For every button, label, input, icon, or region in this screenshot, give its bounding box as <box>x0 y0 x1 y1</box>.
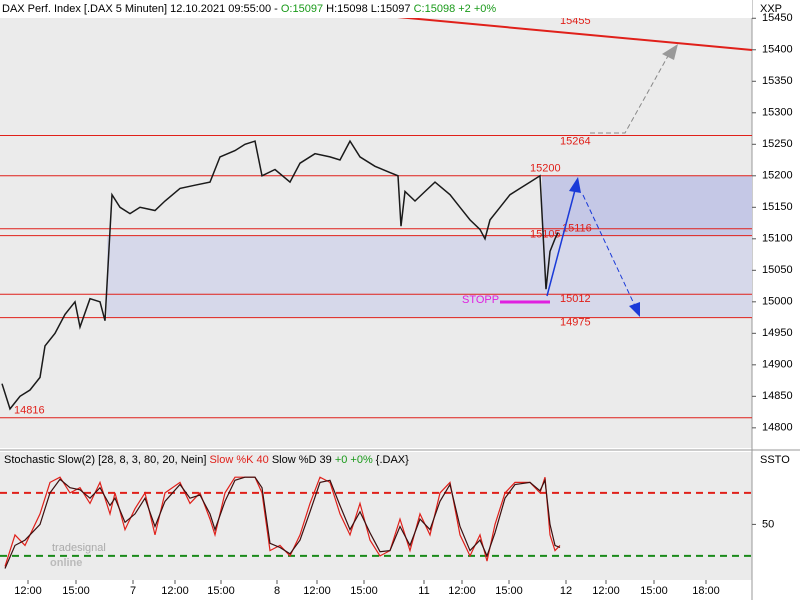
arrow-head <box>662 44 678 60</box>
level-label: 14975 <box>560 316 591 328</box>
title-part: {.DAX} <box>376 454 409 466</box>
x-tick-label: 15:00 <box>62 585 90 597</box>
series-line <box>4 476 561 567</box>
down-arrow <box>582 194 636 307</box>
logo-top: tradesignal <box>52 542 106 554</box>
y-tick-label: 15200 <box>762 170 793 182</box>
arrow-head <box>569 177 581 193</box>
x-tick-label: 15:00 <box>350 585 378 597</box>
y-tick-label: 15150 <box>762 201 793 213</box>
y-tick-label: 50 <box>762 518 774 530</box>
x-tick-label: 12:00 <box>161 585 189 597</box>
y-tick-label: 14850 <box>762 390 793 402</box>
title-part: Slow %D 39 <box>272 454 332 466</box>
title-part: Stochastic Slow(2) [28, 8, 3, 80, 20, Ne… <box>4 454 206 466</box>
x-tick-label: 12:00 <box>14 585 42 597</box>
y-tick-label: 15350 <box>762 75 793 87</box>
y-tick-label: 15050 <box>762 264 793 276</box>
y-tick-label: 15000 <box>762 296 793 308</box>
level-label: 15264 <box>560 135 591 147</box>
y-tick-label: 15250 <box>762 138 793 150</box>
level-label: 15200 <box>530 163 561 175</box>
x-tick-label: 7 <box>130 585 136 597</box>
instrument: DAX Perf. Index [.DAX 5 Minuten] <box>2 3 167 15</box>
x-tick-label: 15:00 <box>495 585 523 597</box>
stoch-plot <box>0 452 752 580</box>
y-tick-label: 14900 <box>762 359 793 371</box>
level-label: 15116 <box>562 223 592 235</box>
x-tick-label: 12:00 <box>592 585 620 597</box>
stop-label: STOPP <box>462 294 499 306</box>
up-arrow <box>546 189 576 297</box>
series-line <box>1 139 559 411</box>
header: DAX Perf. Index [.DAX 5 Minuten] 12.10.2… <box>2 3 496 15</box>
x-tick-label: 15:00 <box>207 585 235 597</box>
x-tick-label: 12 <box>560 585 572 597</box>
projection-arrow <box>590 55 669 134</box>
layer: 14800 14850 14900 14950 15000 15050 15100 15150… <box>0 12 793 597</box>
axis-code: XXP <box>760 3 782 15</box>
x-tick-label: 8 <box>274 585 280 597</box>
y-tick-label: 15100 <box>762 233 793 245</box>
x-tick-label: 11 <box>418 585 429 597</box>
axis-code: SSTO <box>760 454 790 466</box>
zones <box>107 175 752 318</box>
x-tick-label: 12:00 <box>448 585 476 597</box>
arrow-head <box>629 302 640 317</box>
close: C:15098 +2 +0% <box>414 3 497 15</box>
y-tick-label: 14950 <box>762 327 793 339</box>
y-tick-label: 15400 <box>762 44 793 56</box>
header-bar <box>0 0 752 18</box>
logo-bottom: online <box>50 557 82 569</box>
x-tick-label: 18:00 <box>692 585 720 597</box>
level-label: 14816 <box>14 405 45 417</box>
zone <box>107 235 752 318</box>
datetime: 12.10.2021 09:55:00 <box>170 3 271 15</box>
y-tick-label: 14800 <box>762 422 793 434</box>
high-low: H:15098 L:15097 <box>326 3 410 15</box>
y-tick-label: 15450 <box>762 12 793 24</box>
y-tick-label: 15300 <box>762 107 793 119</box>
title-part: +0 +0% <box>335 454 373 466</box>
level-label: 15105 <box>530 229 561 241</box>
stoch-title: Stochastic Slow(2) [28, 8, 3, 80, 20, Ne… <box>4 454 409 466</box>
level-label: 15455 <box>560 15 591 27</box>
open: O:15097 <box>281 3 323 15</box>
x-tick-label: 15:00 <box>640 585 668 597</box>
x-tick-label: 12:00 <box>303 585 331 597</box>
series-line <box>4 476 561 569</box>
title-part: Slow %K 40 <box>209 454 268 466</box>
level-label: 15012 <box>560 293 591 305</box>
